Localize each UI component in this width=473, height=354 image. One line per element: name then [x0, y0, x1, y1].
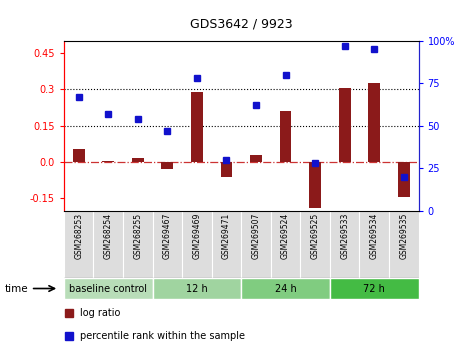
Bar — [339, 88, 350, 162]
Bar — [102, 161, 114, 162]
Bar — [300, 211, 330, 278]
Bar — [280, 111, 291, 162]
Bar — [132, 159, 144, 162]
Text: GSM269471: GSM269471 — [222, 213, 231, 259]
Text: log ratio: log ratio — [80, 308, 120, 318]
Text: GSM268255: GSM268255 — [133, 213, 142, 259]
Bar — [94, 211, 123, 278]
Text: GSM269467: GSM269467 — [163, 213, 172, 259]
Bar — [64, 211, 94, 278]
Text: GSM269507: GSM269507 — [252, 213, 261, 259]
Bar — [64, 278, 152, 299]
Bar — [152, 211, 182, 278]
Text: GSM269533: GSM269533 — [340, 213, 349, 259]
Bar — [389, 211, 419, 278]
Bar — [359, 211, 389, 278]
Bar — [73, 149, 85, 162]
Text: GSM268253: GSM268253 — [74, 213, 83, 259]
Bar — [330, 278, 419, 299]
Bar — [241, 211, 271, 278]
Bar — [309, 162, 321, 208]
Bar — [241, 278, 330, 299]
Bar — [398, 162, 410, 197]
Bar — [250, 155, 262, 162]
Text: GSM268254: GSM268254 — [104, 213, 113, 259]
Bar — [271, 211, 300, 278]
Bar — [161, 162, 173, 169]
Text: time: time — [5, 284, 28, 293]
Text: baseline control: baseline control — [69, 284, 147, 293]
Bar — [152, 278, 241, 299]
Text: 12 h: 12 h — [186, 284, 208, 293]
Text: GSM269534: GSM269534 — [370, 213, 379, 259]
Text: GSM269525: GSM269525 — [311, 213, 320, 259]
Bar — [330, 211, 359, 278]
Bar — [212, 211, 241, 278]
Text: GSM269524: GSM269524 — [281, 213, 290, 259]
Bar — [220, 162, 232, 177]
Bar — [182, 211, 211, 278]
Text: GSM269535: GSM269535 — [399, 213, 408, 259]
Text: GDS3642 / 9923: GDS3642 / 9923 — [190, 17, 292, 30]
Text: 24 h: 24 h — [275, 284, 297, 293]
Bar — [368, 83, 380, 162]
Bar — [191, 92, 203, 162]
Text: percentile rank within the sample: percentile rank within the sample — [80, 331, 245, 341]
Bar — [123, 211, 152, 278]
Text: GSM269469: GSM269469 — [193, 213, 201, 259]
Text: 72 h: 72 h — [363, 284, 385, 293]
